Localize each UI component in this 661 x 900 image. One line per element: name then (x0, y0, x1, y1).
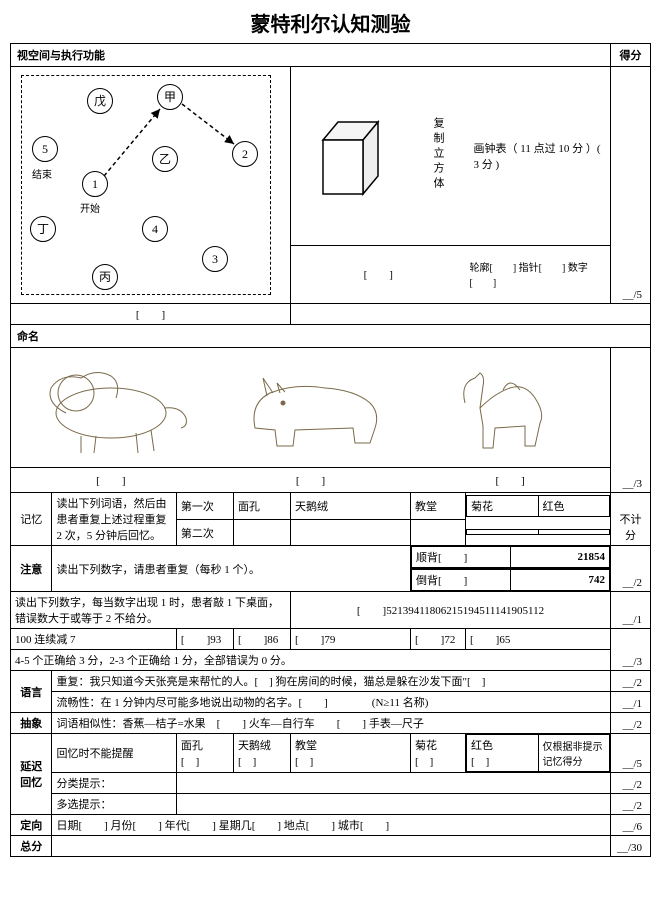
delayed-score2: __/2 (611, 773, 651, 794)
visuospatial-header: 视空间与执行功能 (11, 44, 611, 67)
node-3: 3 (202, 246, 228, 272)
node-jia: 甲 (157, 84, 183, 110)
node-yi: 乙 (152, 146, 178, 172)
language-score2: __/1 (611, 692, 651, 713)
abstraction-header: 抽象 (11, 713, 52, 734)
mem-w1: 面孔 (233, 493, 290, 520)
attention-header: 注意 (11, 546, 52, 592)
copy-cube-label: 复制立方体 (411, 67, 466, 246)
naming-score: __/3 (611, 348, 651, 493)
backward-digits: 742 (511, 570, 610, 591)
abstraction-score: __/2 (611, 713, 651, 734)
mem2-3 (411, 520, 466, 546)
naming-b2: [ ] (211, 468, 411, 492)
node-wu: 戊 (87, 88, 113, 114)
page-title: 蒙特利尔认知测验 (10, 8, 651, 37)
fluency: 流畅性：在 1 分钟内尽可能多地说出动物的名字。[ ] (N≥11 名称) (52, 692, 611, 713)
clock-sublabels: 轮廓[ ] 指针[ ] 数字[ ] (466, 245, 611, 303)
node-1: 1 (82, 171, 108, 197)
main-table: 视空间与执行功能 得分 5 结束 戊 甲 2 乙 1 开始 丁 4 3 丙 (10, 43, 651, 857)
total-header: 总分 (11, 836, 52, 857)
delayed-score: __/5 (611, 734, 651, 773)
category-cue: 分类提示： (52, 773, 176, 794)
language-header: 语言 (11, 671, 52, 713)
clock-instruction: 画钟表（ 11 点过 10 分 ）( 3 分 ) (466, 67, 611, 246)
dr-w5: 红色[ ] (467, 735, 539, 772)
attention-score2: __/1 (611, 592, 651, 629)
attention-score3: __/3 (611, 629, 651, 671)
repetition: 重复：我只知道今天张亮是来帮忙的人。[ ] 狗在房间的时候，猫总是躲在沙发下面"… (52, 671, 611, 692)
s7-3: [ ]79 (291, 629, 411, 650)
s7-5: [ ]65 (466, 629, 611, 650)
orientation-score: __/6 (611, 815, 651, 836)
multiple-cue: 多选提示： (52, 794, 176, 815)
node-ding: 丁 (30, 216, 56, 242)
total-blank (52, 836, 611, 857)
trail-arrows (22, 76, 272, 296)
cube-bracket: [ ] (291, 245, 466, 303)
mult-row (176, 794, 610, 815)
mem-w5: 红色 (538, 496, 610, 517)
attention-score1: __/2 (611, 546, 651, 592)
backward-label: 倒背[ ] (412, 570, 511, 591)
cube-cell (291, 67, 411, 246)
digits-instruction: 读出下列数字，请患者重复（每秒 1 个）。 (52, 546, 411, 592)
dr-w3: 教堂[ ] (291, 734, 411, 773)
tap-instruction: 读出下列数字，每当数字出现 1 时，患者敲 1 下桌面，错误数大于或等于 2 不… (11, 592, 291, 629)
label-start: 开始 (80, 200, 100, 215)
naming-b1: [ ] (11, 468, 211, 492)
dr-w1: 面孔[ ] (176, 734, 233, 773)
mem-w2: 天鹅绒 (291, 493, 411, 520)
memory-trial1: 第一次 (176, 493, 233, 520)
delayed-score3: __/2 (611, 794, 651, 815)
dr-w4: 菊花[ ] (411, 734, 466, 773)
orientation-items: 日期[ ] 月份[ ] 年代[ ] 星期几[ ] 地点[ ] 城市[ ] (52, 815, 611, 836)
cat-row (176, 773, 610, 794)
forward-digits: 21854 (511, 547, 610, 568)
mem2-5 (538, 530, 610, 535)
node-4: 4 (142, 216, 168, 242)
tap-sequence: [ ]52139411806215194511141905112 (291, 592, 611, 629)
animal-rhino (211, 356, 411, 460)
forward-label: 顺背[ ] (412, 547, 511, 568)
mem2-1 (233, 520, 290, 546)
animal-lion (11, 356, 211, 460)
animal-camel (410, 356, 610, 460)
score-header: 得分 (611, 44, 651, 67)
serial7-label: 100 连续减 7 (11, 629, 177, 650)
cube-icon (308, 112, 393, 207)
trail-making-box: 5 结束 戊 甲 2 乙 1 开始 丁 4 3 丙 (21, 75, 271, 295)
orientation-header: 定向 (11, 815, 52, 836)
s7-2: [ ]86 (233, 629, 290, 650)
abstraction-text: 词语相似性：香蕉—桔子=水果 [ ] 火车—自行车 [ ] 手表—尺子 (52, 713, 611, 734)
mem2-4 (467, 530, 539, 535)
memory-noscore: 不计分 (611, 493, 651, 546)
mem2-2 (291, 520, 411, 546)
naming-header: 命名 (11, 325, 651, 348)
s7-1: [ ]93 (176, 629, 233, 650)
delayed-nocue: 回忆时不能提醒 (52, 734, 176, 773)
delayed-header: 延迟回忆 (11, 734, 52, 815)
node-bing: 丙 (92, 264, 118, 290)
mem-w3: 教堂 (411, 493, 466, 520)
s7-4: [ ]72 (411, 629, 466, 650)
serial7-rule: 4-5 个正确给 3 分，2-3 个正确给 1 分，全部错误为 0 分。 (11, 650, 611, 671)
trail-bracket: [ ] (11, 304, 291, 325)
total-score: __/30 (611, 836, 651, 857)
memory-instruction: 读出下列词语，然后由患者重复上述过程重复 2 次，5 分钟后回忆。 (52, 493, 176, 546)
delayed-note: 仅根据非提示记忆得分 (538, 735, 610, 772)
dr-w2: 天鹅绒[ ] (233, 734, 290, 773)
visuospatial-score: __/5 (611, 67, 651, 304)
naming-b3: [ ] (410, 468, 610, 492)
memory-trial2: 第二次 (176, 520, 233, 546)
language-score1: __/2 (611, 671, 651, 692)
node-2: 2 (232, 141, 258, 167)
node-5: 5 (32, 136, 58, 162)
mem-w4: 菊花 (467, 496, 539, 517)
label-end: 结束 (32, 166, 52, 181)
memory-header: 记忆 (11, 493, 52, 546)
